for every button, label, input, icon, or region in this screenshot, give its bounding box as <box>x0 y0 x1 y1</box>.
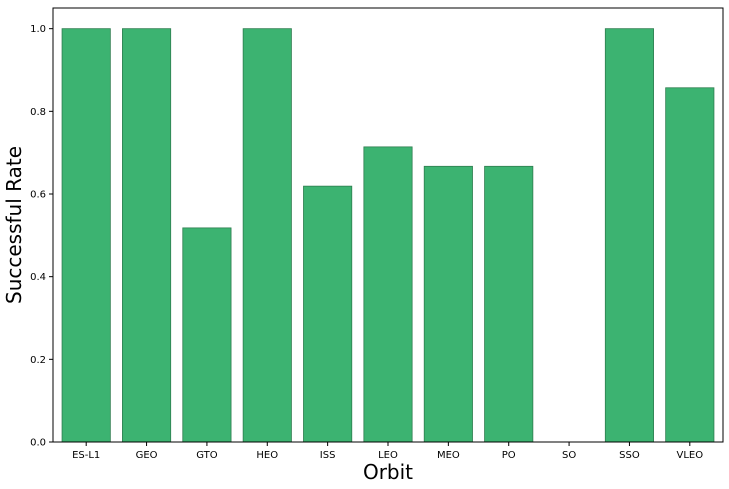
bar-leo <box>363 146 413 443</box>
x-tick-label-geo: GEO <box>136 450 158 461</box>
x-tick-label-iss: ISS <box>320 450 336 461</box>
x-tick-label-vleo: VLEO <box>676 450 703 461</box>
x-tick-label-meo: MEO <box>437 450 460 461</box>
bar-iss <box>303 185 353 443</box>
plot-frame <box>52 7 724 443</box>
x-tick-label-heo: HEO <box>256 450 278 461</box>
x-tick-label-gto: GTO <box>196 450 218 461</box>
x-tick-label-po: PO <box>502 450 516 461</box>
bar-heo <box>242 28 292 443</box>
bar-meo <box>423 165 473 443</box>
y-tick-label: 0.6 <box>30 190 46 201</box>
x-tick-label-es-l1: ES-L1 <box>72 450 100 461</box>
x-axis-label: Orbit <box>363 460 413 484</box>
bar-po <box>484 165 534 443</box>
y-tick-label: 0.0 <box>30 438 46 449</box>
x-tick-label-leo: LEO <box>378 450 398 461</box>
x-axis-ticks: ES-L1 GEO GTO HEO ISS LEO MEO PO SO SSO VLEO <box>72 442 703 461</box>
bars <box>61 28 715 443</box>
y-tick-label: 1.0 <box>30 24 46 35</box>
bar-gto <box>182 227 232 443</box>
y-tick-label: 0.8 <box>30 107 46 118</box>
y-axis-ticks: 0.0 0.2 0.4 0.6 0.8 1.0 <box>30 24 53 449</box>
bar-es-l1 <box>61 28 111 443</box>
y-tick-label: 0.4 <box>30 272 46 283</box>
x-tick-label-sso: SSO <box>619 450 640 461</box>
x-tick-label-so: SO <box>562 450 576 461</box>
y-axis-label: Successful Rate <box>2 146 26 304</box>
bar-geo <box>122 28 172 443</box>
y-tick-label: 0.2 <box>30 355 46 366</box>
bar-vleo <box>665 87 715 443</box>
bar-sso <box>604 28 654 443</box>
